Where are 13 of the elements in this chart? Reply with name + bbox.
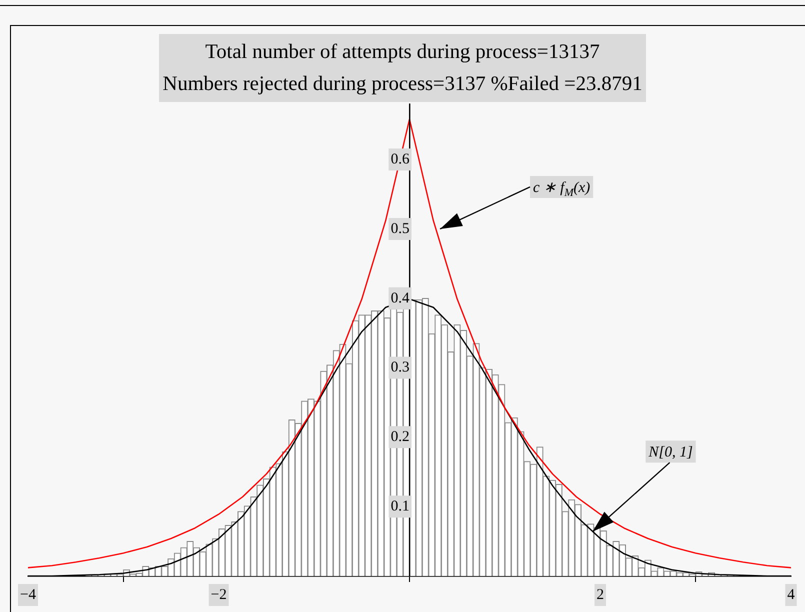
y-tick-label: 0.5 — [390, 220, 410, 237]
annotation: N[0, 1] — [648, 444, 693, 461]
y-tick-label: 0.3 — [390, 360, 410, 376]
x-tick-label: −2 — [210, 586, 227, 603]
y-tick-label: 0.4 — [390, 290, 410, 306]
chart-title: Total number of attempts during process=13137 — [204, 40, 601, 65]
chart-subtitle: Numbers rejected during process=3137 %Failed =23.8791 — [162, 72, 642, 97]
y-tick-label: 0.2 — [390, 429, 410, 446]
y-tick-label: 0.1 — [390, 498, 410, 515]
y-tick-label: 0.6 — [390, 151, 410, 168]
x-tick-label: 2 — [596, 586, 604, 603]
x-tick-label: −4 — [20, 586, 36, 603]
x-tick-label: 4 — [787, 586, 796, 603]
